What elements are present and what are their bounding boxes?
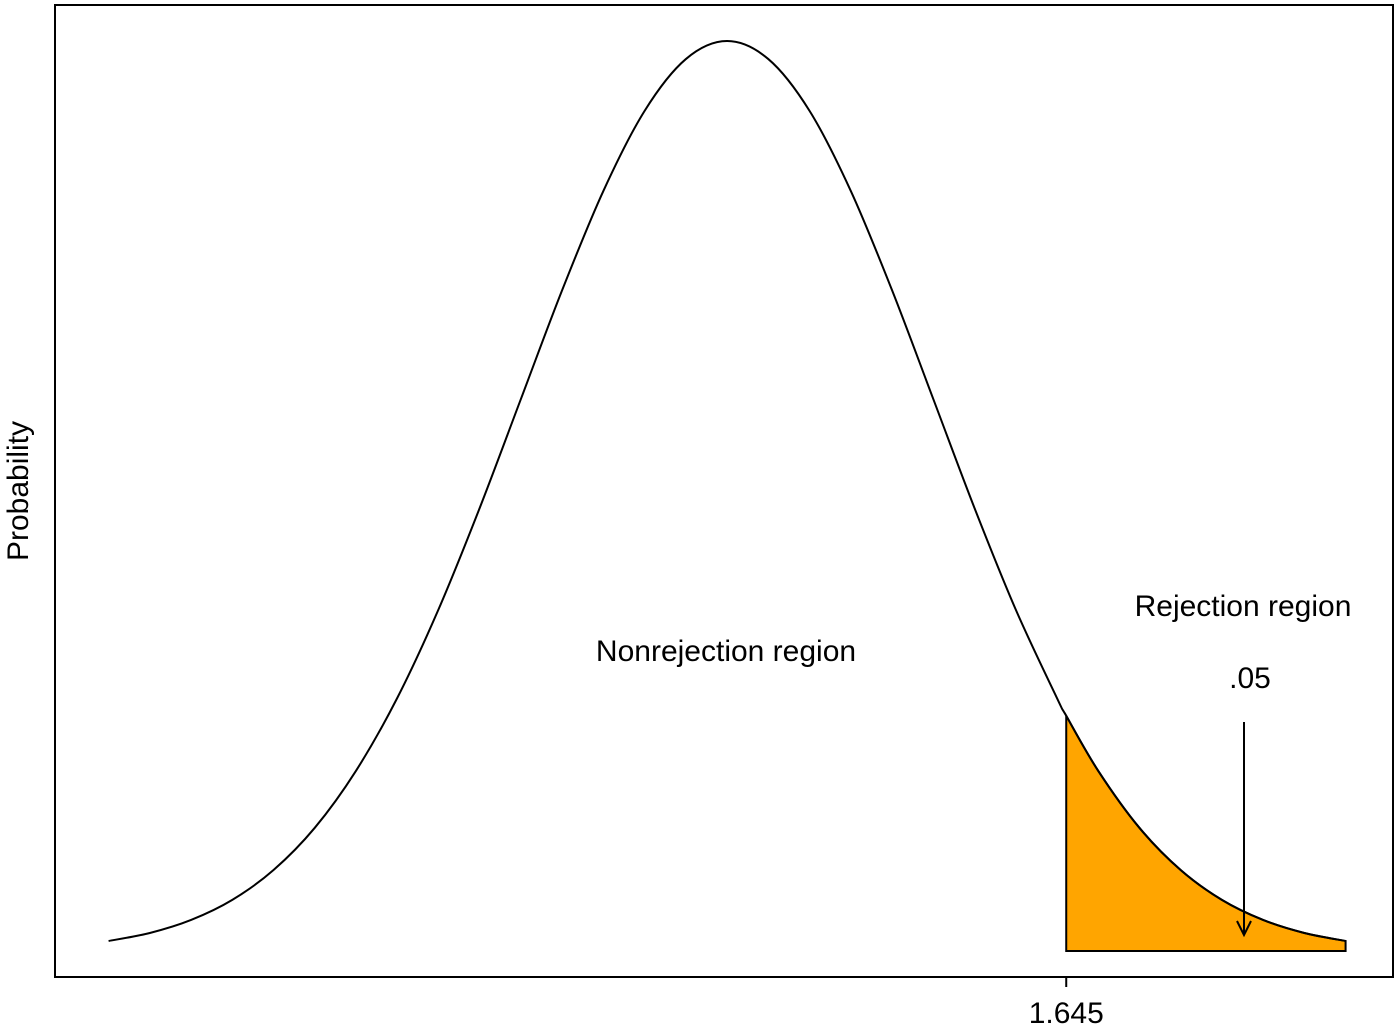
y-axis-label: Probability (2, 421, 35, 561)
x-tick-label: 1.645 (1029, 997, 1104, 1026)
alpha-label: .05 (1229, 662, 1271, 695)
plot-frame (54, 4, 1394, 978)
rejection-area (1065, 712, 1347, 952)
alpha-arrowhead (1236, 920, 1252, 938)
density-curve (108, 40, 1346, 942)
rejection-label: Rejection region (1135, 590, 1352, 623)
nonrejection-label: Nonrejection region (596, 635, 856, 668)
